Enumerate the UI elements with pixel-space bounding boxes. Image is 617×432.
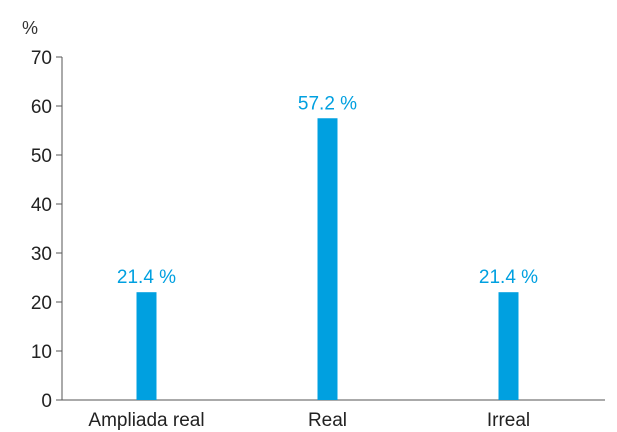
bars (136, 118, 519, 400)
bar-data-label: 57.2 % (298, 93, 357, 114)
bar-data-label: 21.4 % (479, 267, 538, 288)
y-tick-label: 40 (31, 195, 52, 216)
bar (136, 292, 157, 400)
y-tick-label: 70 (31, 48, 52, 69)
y-tick-label: 30 (31, 244, 52, 265)
category-label: Real (308, 410, 347, 431)
y-tick-label: 10 (31, 342, 52, 363)
bar (498, 292, 519, 400)
bar-data-label: 21.4 % (117, 267, 176, 288)
y-axis-ticks: 0 10 20 30 40 50 60 70 (31, 48, 62, 412)
y-tick-label: 60 (31, 97, 52, 118)
category-label: Irreal (487, 410, 530, 431)
y-tick-label: 20 (31, 293, 52, 314)
category-label: Ampliada real (88, 410, 204, 431)
y-axis-unit-label: % (22, 18, 38, 38)
y-tick-label: 0 (41, 391, 52, 412)
y-tick-label: 50 (31, 146, 52, 167)
data-labels: 21.4 % 57.2 % 21.4 % (117, 93, 538, 288)
category-labels: Ampliada real Real Irreal (88, 410, 530, 431)
bar (317, 118, 338, 400)
